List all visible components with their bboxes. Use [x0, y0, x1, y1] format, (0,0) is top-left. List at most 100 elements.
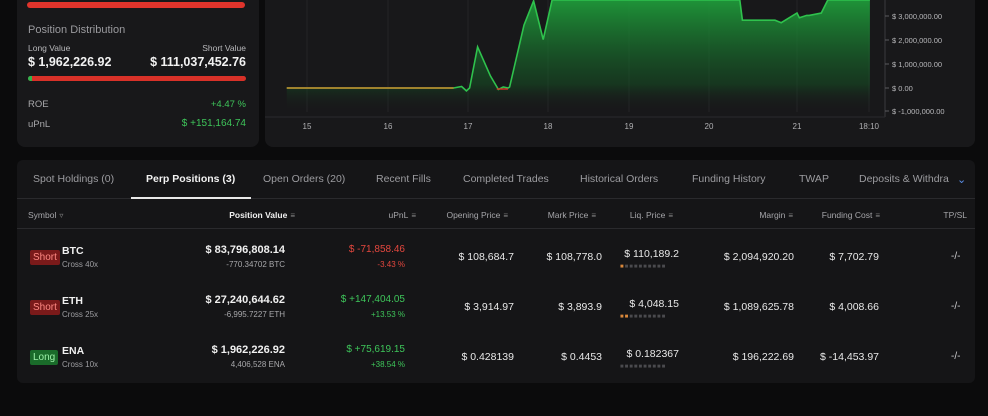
column-label-symbol: Symbol	[28, 210, 57, 220]
liq-risk-indicator: ■■■■■■■■■■	[620, 264, 667, 270]
x-tick-label: 20	[705, 122, 714, 131]
active-tab-indicator	[131, 197, 251, 199]
mark-price: $ 3,893.9	[558, 301, 602, 313]
long-share-fill	[28, 76, 32, 81]
symbol[interactable]: BTC	[62, 245, 84, 257]
table-row[interactable]: Long ENA Cross 10x $ 1,962,226.92 4,406,…	[17, 332, 975, 382]
roe-value: +4.47 %	[210, 99, 246, 110]
sort-icon[interactable]: ≡	[591, 211, 596, 220]
leverage: Cross 10x	[62, 360, 99, 369]
position-size: -6,995.7227 ETH	[224, 310, 285, 319]
column-label-margin: Margin	[759, 210, 786, 220]
funding-cost: $ 7,702.79	[829, 251, 879, 263]
column-header-mark-price[interactable]: Mark Price ≡	[548, 210, 596, 220]
short-value: $ 111,037,452.76	[150, 55, 246, 69]
table-row[interactable]: Short BTC Cross 40x $ 83,796,808.14 -770…	[17, 232, 975, 282]
sort-icon[interactable]: ≡	[875, 211, 880, 220]
y-tick-label: $ 0.00	[892, 84, 913, 93]
position-value: $ 27,240,644.62	[205, 294, 285, 306]
x-tick-label: 18	[544, 122, 553, 131]
tpsl-value[interactable]: -/-	[951, 301, 961, 312]
filter-icon[interactable]: ▿	[59, 211, 64, 220]
position-size: -770.34702 BTC	[226, 260, 285, 269]
column-header-upnl[interactable]: uPnL ≡	[388, 210, 416, 220]
tpsl-value[interactable]: -/-	[951, 251, 961, 262]
tab-historical-orders[interactable]: Historical Orders	[580, 173, 659, 185]
upnl-value: $ -71,858.46	[348, 244, 405, 255]
y-tick-label: $ -1,000,000.00	[892, 107, 945, 116]
column-header-symbol[interactable]: Symbol ▿	[28, 210, 63, 220]
margin: $ 2,094,920.20	[723, 251, 794, 263]
tpsl-value[interactable]: -/-	[951, 351, 961, 362]
column-header-opening-price[interactable]: Opening Price ≡	[446, 210, 508, 220]
upnl-percent: +13.53 %	[370, 310, 405, 319]
sort-icon[interactable]: ≡	[503, 211, 508, 220]
symbol[interactable]: ETH	[62, 295, 83, 307]
column-label-opening-price: Opening Price	[446, 210, 501, 220]
y-tick-label: $ 3,000,000.00	[892, 12, 942, 21]
long-short-ratio-bar	[28, 76, 246, 81]
tab-open-orders[interactable]: Open Orders (20)	[263, 173, 346, 185]
column-label-upnl: uPnL	[388, 210, 409, 220]
pnl-chart: $ 3,000,000.00 $ 2,000,000.00 $ 1,000,000.…	[265, 0, 975, 147]
table-header: Symbol ▿ Position Value ≡ uPnL ≡ Opening Pr…	[17, 200, 975, 229]
column-label-funding-cost: Funding Cost	[821, 210, 873, 220]
column-label-mark-price: Mark Price	[547, 210, 589, 220]
mark-price: $ 108,778.0	[546, 251, 602, 263]
x-tick-label: 17	[464, 122, 473, 131]
column-header-liq-price[interactable]: Liq. Price ≡	[630, 210, 673, 220]
tab-completed-trades[interactable]: Completed Trades	[463, 173, 549, 185]
upnl-percent: +38.54 %	[370, 360, 405, 369]
funding-cost: $ 4,008.66	[829, 301, 879, 313]
mark-price: $ 0.4453	[561, 351, 602, 363]
upnl-percent: -3.43 %	[377, 260, 405, 269]
upnl-label: uPnL	[28, 119, 51, 130]
x-tick-label: 18:10	[859, 122, 880, 131]
side-badge: Long	[30, 350, 59, 365]
opening-price: $ 0.428139	[461, 351, 514, 363]
x-tick-label: 19	[625, 122, 634, 131]
x-tick-label: 16	[384, 122, 393, 131]
column-header-position-value[interactable]: Position Value ≡	[229, 210, 295, 220]
pnl-area	[286, 0, 870, 112]
upnl-value: $ +75,619.15	[346, 344, 405, 355]
liq-price: $ 0.182367	[626, 348, 679, 360]
opening-price: $ 3,914.97	[464, 301, 514, 313]
symbol[interactable]: ENA	[62, 345, 85, 357]
leverage: Cross 40x	[62, 260, 99, 269]
position-distribution-title: Position Distribution	[28, 24, 126, 36]
funding-cost: $ -14,453.97	[820, 351, 879, 363]
tab-funding-history[interactable]: Funding History	[692, 173, 766, 185]
liq-price: $ 110,189.2	[624, 248, 679, 260]
sort-icon[interactable]: ≡	[668, 211, 673, 220]
positions-panel: Spot Holdings (0) Perp Positions (3) Ope…	[17, 160, 975, 383]
roe-label: ROE	[28, 99, 49, 110]
liq-price: $ 4,048.15	[629, 298, 679, 310]
tab-perp-positions[interactable]: Perp Positions (3)	[146, 173, 236, 185]
sort-icon[interactable]: ≡	[788, 211, 793, 220]
position-distribution-panel: Position Distribution Long Value Short V…	[17, 0, 259, 147]
tab-spot-holdings[interactable]: Spot Holdings (0)	[33, 173, 115, 185]
tab-deposits-withdrawals[interactable]: Deposits & Withdra	[859, 173, 949, 185]
leverage: Cross 25x	[62, 310, 99, 319]
position-value: $ 83,796,808.14	[205, 244, 285, 256]
margin: $ 196,222.69	[732, 351, 794, 363]
column-label-liq-price: Liq. Price	[629, 210, 666, 220]
pnl-line	[286, 0, 870, 92]
table-row[interactable]: Short ETH Cross 25x $ 27,240,644.62 -6,9…	[17, 282, 975, 332]
side-badge: Short	[30, 250, 60, 265]
column-header-funding-cost[interactable]: Funding Cost ≡	[822, 210, 880, 220]
liq-risk-indicator: ■■■■■■■■■■	[620, 314, 667, 320]
column-header-margin[interactable]: Margin ≡	[759, 210, 793, 220]
x-tick-label: 15	[303, 122, 312, 131]
liq-risk-indicator: ■■■■■■■■■■	[620, 364, 667, 370]
chevron-down-icon[interactable]: ⌄	[957, 174, 967, 186]
sort-icon[interactable]: ≡	[411, 211, 416, 220]
sort-icon[interactable]: ≡	[290, 211, 295, 220]
tab-recent-fills[interactable]: Recent Fills	[376, 173, 431, 185]
tab-twap[interactable]: TWAP	[799, 173, 829, 185]
long-value: $ 1,962,226.92	[28, 55, 112, 69]
x-tick-label: 21	[793, 122, 802, 131]
column-label-position-value: Position Value	[229, 210, 288, 220]
column-header-tpsl[interactable]: TP/SL	[943, 210, 967, 220]
